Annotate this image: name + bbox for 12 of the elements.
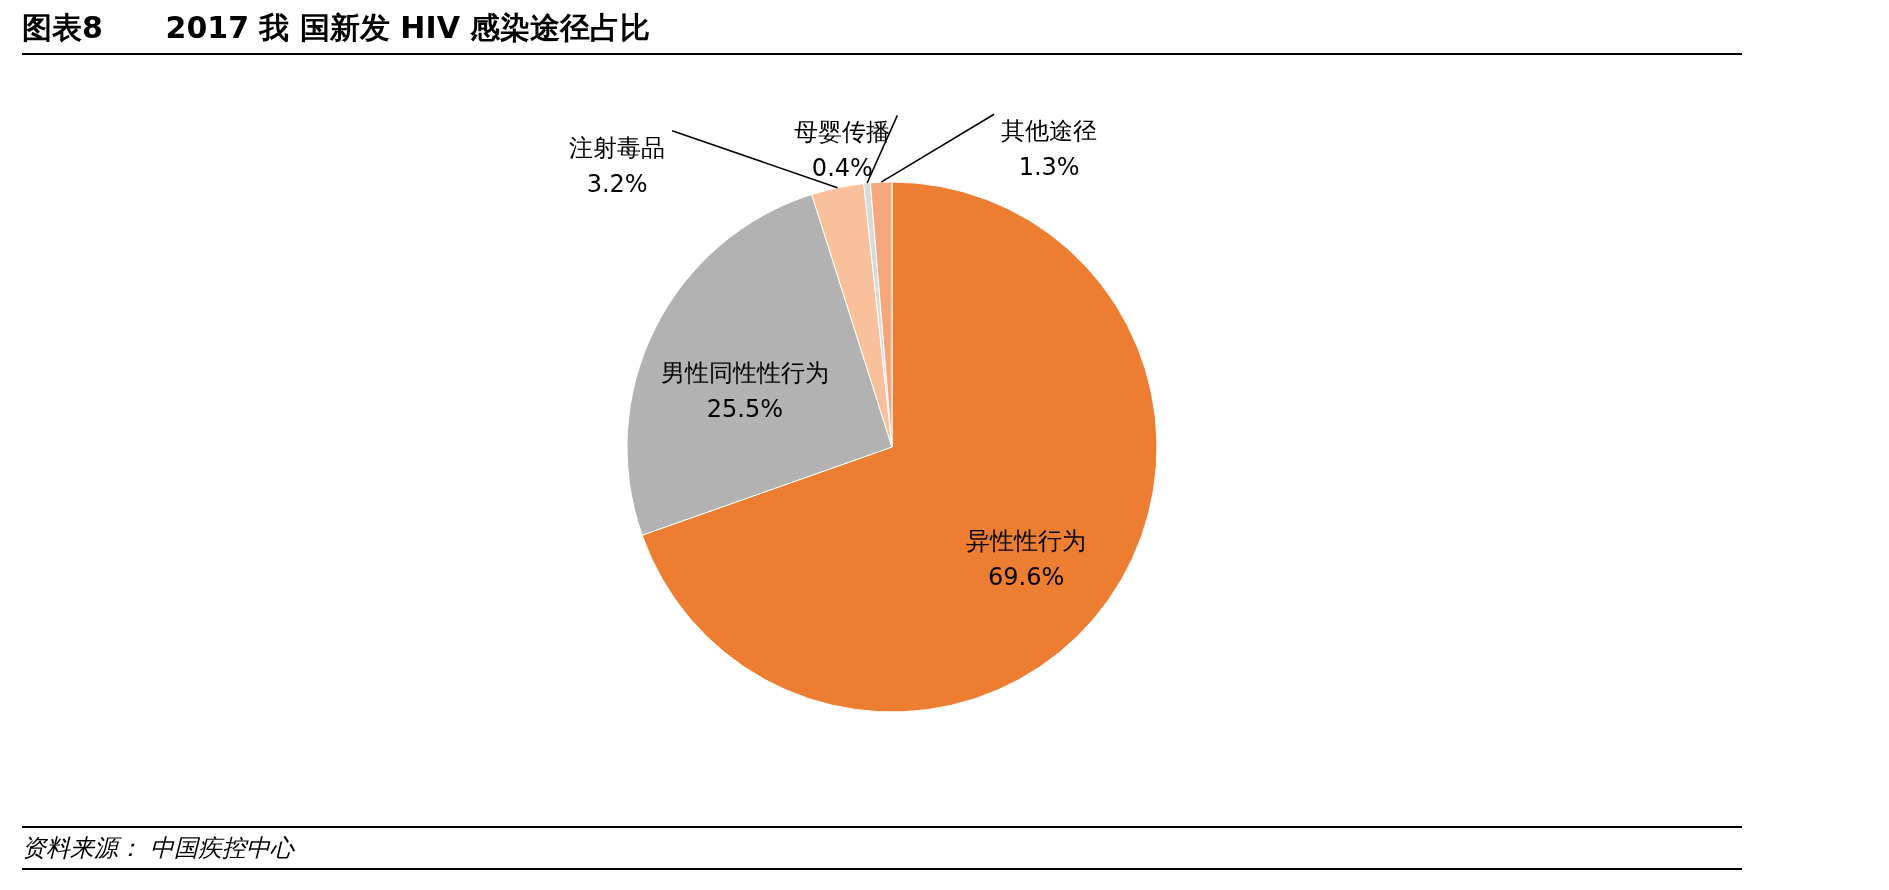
data-label: 1.3%	[1018, 153, 1080, 182]
data-label: 0.4%	[811, 154, 873, 183]
data-label: 69.6%	[988, 562, 1065, 591]
slice-label: 男性同性性行为	[660, 358, 829, 387]
text: 资料来源： 中国疾控中心	[22, 826, 1742, 870]
slice-label: 异性性行为	[966, 526, 1087, 555]
slice-label: 母婴传播	[794, 118, 891, 147]
chart-title: 图表8 2017 我 国新发 HIV 感染途径占比	[22, 8, 1742, 55]
data-label: 3.2%	[586, 169, 648, 198]
data-label: 25.5%	[706, 394, 784, 423]
slice-label: 其他途径	[1001, 117, 1098, 146]
slice-label: 注射毒品	[569, 133, 666, 162]
